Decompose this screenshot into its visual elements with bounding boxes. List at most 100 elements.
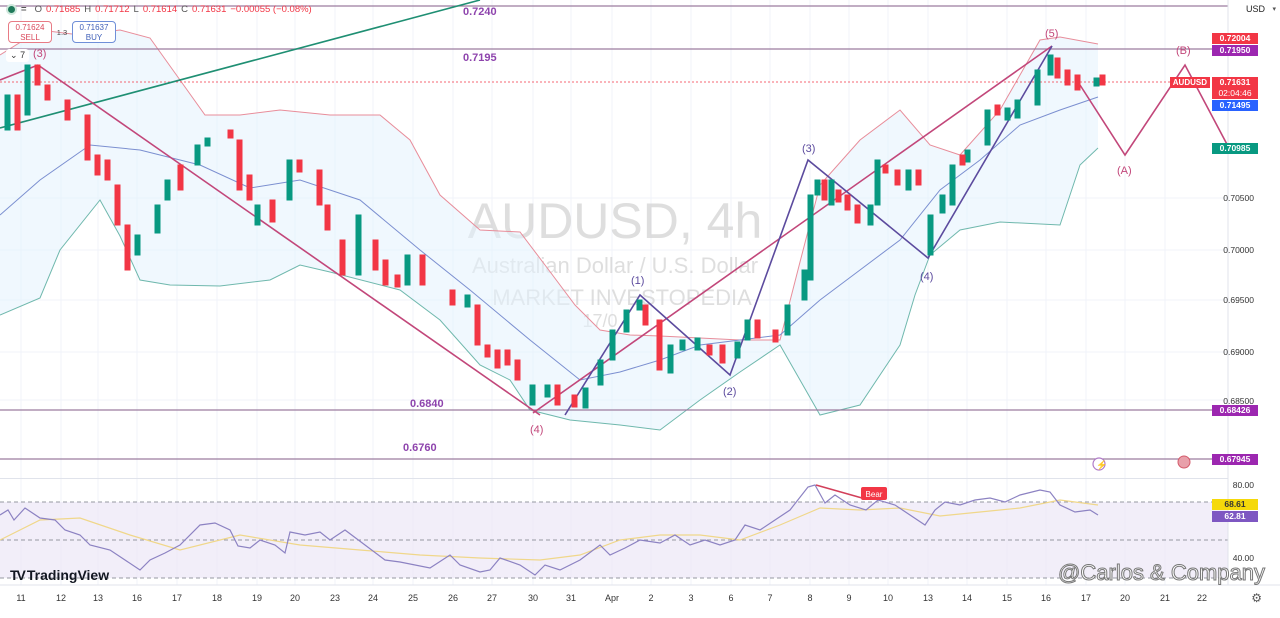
menu-icon[interactable]: = <box>21 4 27 15</box>
indicators-count: 7 <box>20 50 26 60</box>
bear-divergence-line <box>815 484 863 499</box>
bear-divergence-badge <box>861 487 887 500</box>
indicators-collapse-toggle[interactable]: ⌄ 7 <box>6 49 30 62</box>
uptrend-line <box>532 45 1053 414</box>
market-status-icon <box>8 6 15 13</box>
high-value: 0.71712 <box>95 4 130 15</box>
svg-text:0.6760: 0.6760 <box>403 442 437 454</box>
svg-text:(B): (B) <box>1176 45 1191 57</box>
level-6840-tag: 0.68426 <box>1212 405 1258 416</box>
close-value: 0.71631 <box>192 4 227 15</box>
last-price-tag: 0.71631 <box>1212 77 1258 88</box>
svg-text:(A): (A) <box>1117 165 1132 177</box>
buy-label: BUY <box>85 33 103 42</box>
buy-price: 0.71637 <box>79 23 109 32</box>
time-tick: 31 <box>565 593 577 603</box>
time-tick: 12 <box>55 593 67 603</box>
rsi-line <box>0 484 1099 576</box>
tv-logo-icon: TV <box>10 567 26 583</box>
trade-buttons: 0.71624 SELL 1.3 0.71637 BUY <box>8 21 116 43</box>
time-tick: 7 <box>767 593 773 603</box>
level-6760-tag: 0.67945 <box>1212 454 1258 465</box>
time-tick: 24 <box>367 593 379 603</box>
wave-labels: (3) (4) (1) (2) (3) (4) (5) (A) (B) <box>33 28 1191 436</box>
time-tick: 11 <box>16 593 26 603</box>
time-tick: 20 <box>1119 593 1131 603</box>
time-tick: 27 <box>486 593 498 603</box>
time-tick: 14 <box>961 593 973 603</box>
time-tick: 19 <box>251 593 263 603</box>
time-tick: 6 <box>728 593 734 603</box>
buy-button[interactable]: 0.71637 BUY <box>72 21 116 43</box>
svg-text:(1): (1) <box>631 275 644 287</box>
spread-value: 1.3 <box>56 27 68 37</box>
time-tick: 26 <box>447 593 459 603</box>
price-tick: 0.70000 <box>1223 245 1254 255</box>
time-tick: 23 <box>329 593 341 603</box>
time-tick: 16 <box>1040 593 1052 603</box>
lower-bb-tag: 0.70985 <box>1212 143 1258 154</box>
bollinger-band-fill <box>0 30 1098 430</box>
time-tick: 21 <box>1159 593 1171 603</box>
sell-label: SELL <box>20 33 40 42</box>
time-tick: 20 <box>289 593 301 603</box>
price-tick: 0.69500 <box>1223 295 1254 305</box>
time-tick: 13 <box>92 593 104 603</box>
svg-text:0.6840: 0.6840 <box>410 398 444 410</box>
svg-text:0.7240: 0.7240 <box>463 6 497 18</box>
tradingview-logo[interactable]: TV TradingView <box>10 567 109 583</box>
tv-logo-text: TradingView <box>26 567 110 583</box>
teal-trendline <box>0 0 481 129</box>
level-labels: 0.7240 0.7195 0.6840 0.6760 <box>403 6 497 454</box>
rsi-levels <box>0 501 1228 579</box>
svg-text:(3): (3) <box>802 143 815 155</box>
rsi-tick: 40.00 <box>1232 553 1254 563</box>
svg-text:(4): (4) <box>920 271 933 283</box>
ohlc-legend: = O 0.71685 H 0.71712 L 0.71614 C 0.71631 −0… <box>8 4 312 15</box>
svg-text:(5): (5) <box>1045 28 1058 40</box>
projected-abc-path <box>1079 63 1231 157</box>
time-tick: 22 <box>1196 593 1208 603</box>
bollinger-lower <box>0 147 1099 431</box>
horizontal-levels <box>0 5 1228 460</box>
chevron-down-icon: ⌄ <box>10 50 18 60</box>
time-tick: 30 <box>527 593 539 603</box>
open-value: 0.71685 <box>45 4 81 15</box>
open-label: O <box>34 4 42 15</box>
time-tick: 2 <box>648 593 654 603</box>
high-label: H <box>84 4 92 15</box>
time-tick: Apr <box>604 593 620 603</box>
chevron-down-icon[interactable]: ▾ <box>1272 6 1276 13</box>
sell-price: 0.71624 <box>15 23 45 32</box>
earnings-event-icon <box>1092 457 1106 471</box>
author-credit-watermark: @Carlos & Company <box>1058 560 1266 586</box>
time-tick: 9 <box>846 593 852 603</box>
time-tick: 13 <box>922 593 934 603</box>
price-tick: 0.69000 <box>1223 347 1254 357</box>
price-tick: 0.70500 <box>1223 193 1254 203</box>
level-7195-tag: 0.71950 <box>1212 45 1258 56</box>
svg-text:0.7195: 0.7195 <box>463 52 497 64</box>
downtrend-line <box>37 64 541 416</box>
svg-text:Bear: Bear <box>866 490 883 499</box>
rsi-tick: 80.00 <box>1232 480 1254 490</box>
time-tick: 25 <box>407 593 419 603</box>
svg-text:(2): (2) <box>723 386 736 398</box>
svg-text:(3): (3) <box>33 48 46 60</box>
event-icons: ⚡ <box>1092 455 1191 471</box>
currency-selector[interactable]: USD <box>1245 4 1265 14</box>
close-label: C <box>181 4 189 15</box>
bollinger-upper <box>0 29 1099 341</box>
time-tick: 18 <box>211 593 223 603</box>
time-tick: 8 <box>807 593 813 603</box>
us-flag-event-icon <box>1177 455 1191 469</box>
settings-gear-icon[interactable]: ⚙ <box>1251 591 1262 605</box>
sell-button[interactable]: 0.71624 SELL <box>8 21 52 43</box>
low-label: L <box>133 4 139 15</box>
change-value: −0.00055 (−0.08%) <box>230 4 312 15</box>
time-tick: 17 <box>1080 593 1092 603</box>
svg-text:(4): (4) <box>530 424 543 436</box>
price-tick: 0.68500 <box>1223 396 1254 406</box>
